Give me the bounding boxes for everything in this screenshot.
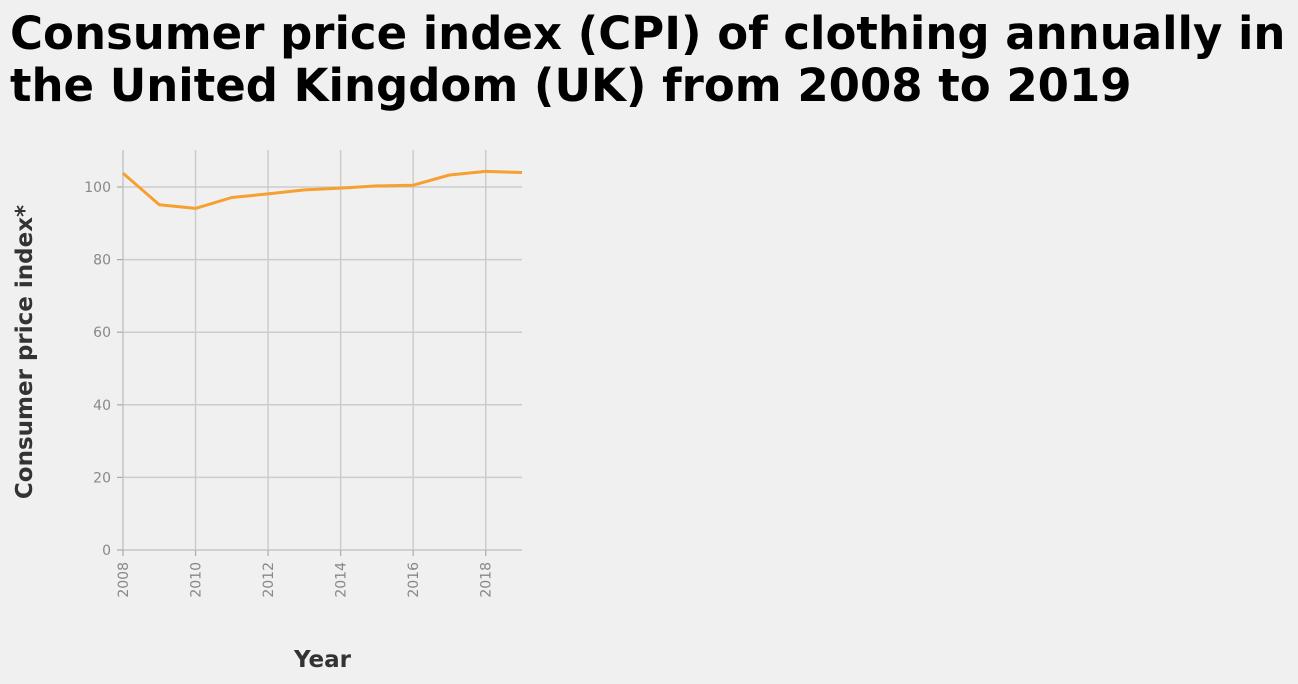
x-tick-label: 2010 [189, 562, 205, 598]
y-tick-label: 20 [93, 470, 111, 486]
y-tick-label: 0 [102, 543, 111, 559]
grid [122, 150, 522, 551]
y-tick-label: 80 [93, 253, 111, 269]
y-tick-label: 100 [84, 180, 111, 196]
y-tick-label: 60 [93, 325, 111, 341]
x-tick-label: 2018 [479, 562, 495, 598]
x-axis-title: Year [293, 647, 352, 673]
x-tick-label: 2012 [261, 562, 277, 598]
y-axis-ticks: 0 20 40 60 80 100 [84, 180, 123, 559]
series-line [122, 169, 523, 210]
x-tick-label: 2014 [334, 562, 350, 598]
x-tick-label: 2016 [406, 562, 422, 598]
x-axis-ticks: 2008 2010 2012 2014 2016 2018 [116, 550, 495, 598]
x-tick-label: 2008 [116, 562, 132, 598]
y-tick-label: 40 [93, 398, 111, 414]
chart-title: Consumer price index (CPI) of clothing a… [10, 7, 1286, 112]
series-group [122, 169, 523, 210]
y-axis-title: Consumer price index* [12, 205, 38, 499]
